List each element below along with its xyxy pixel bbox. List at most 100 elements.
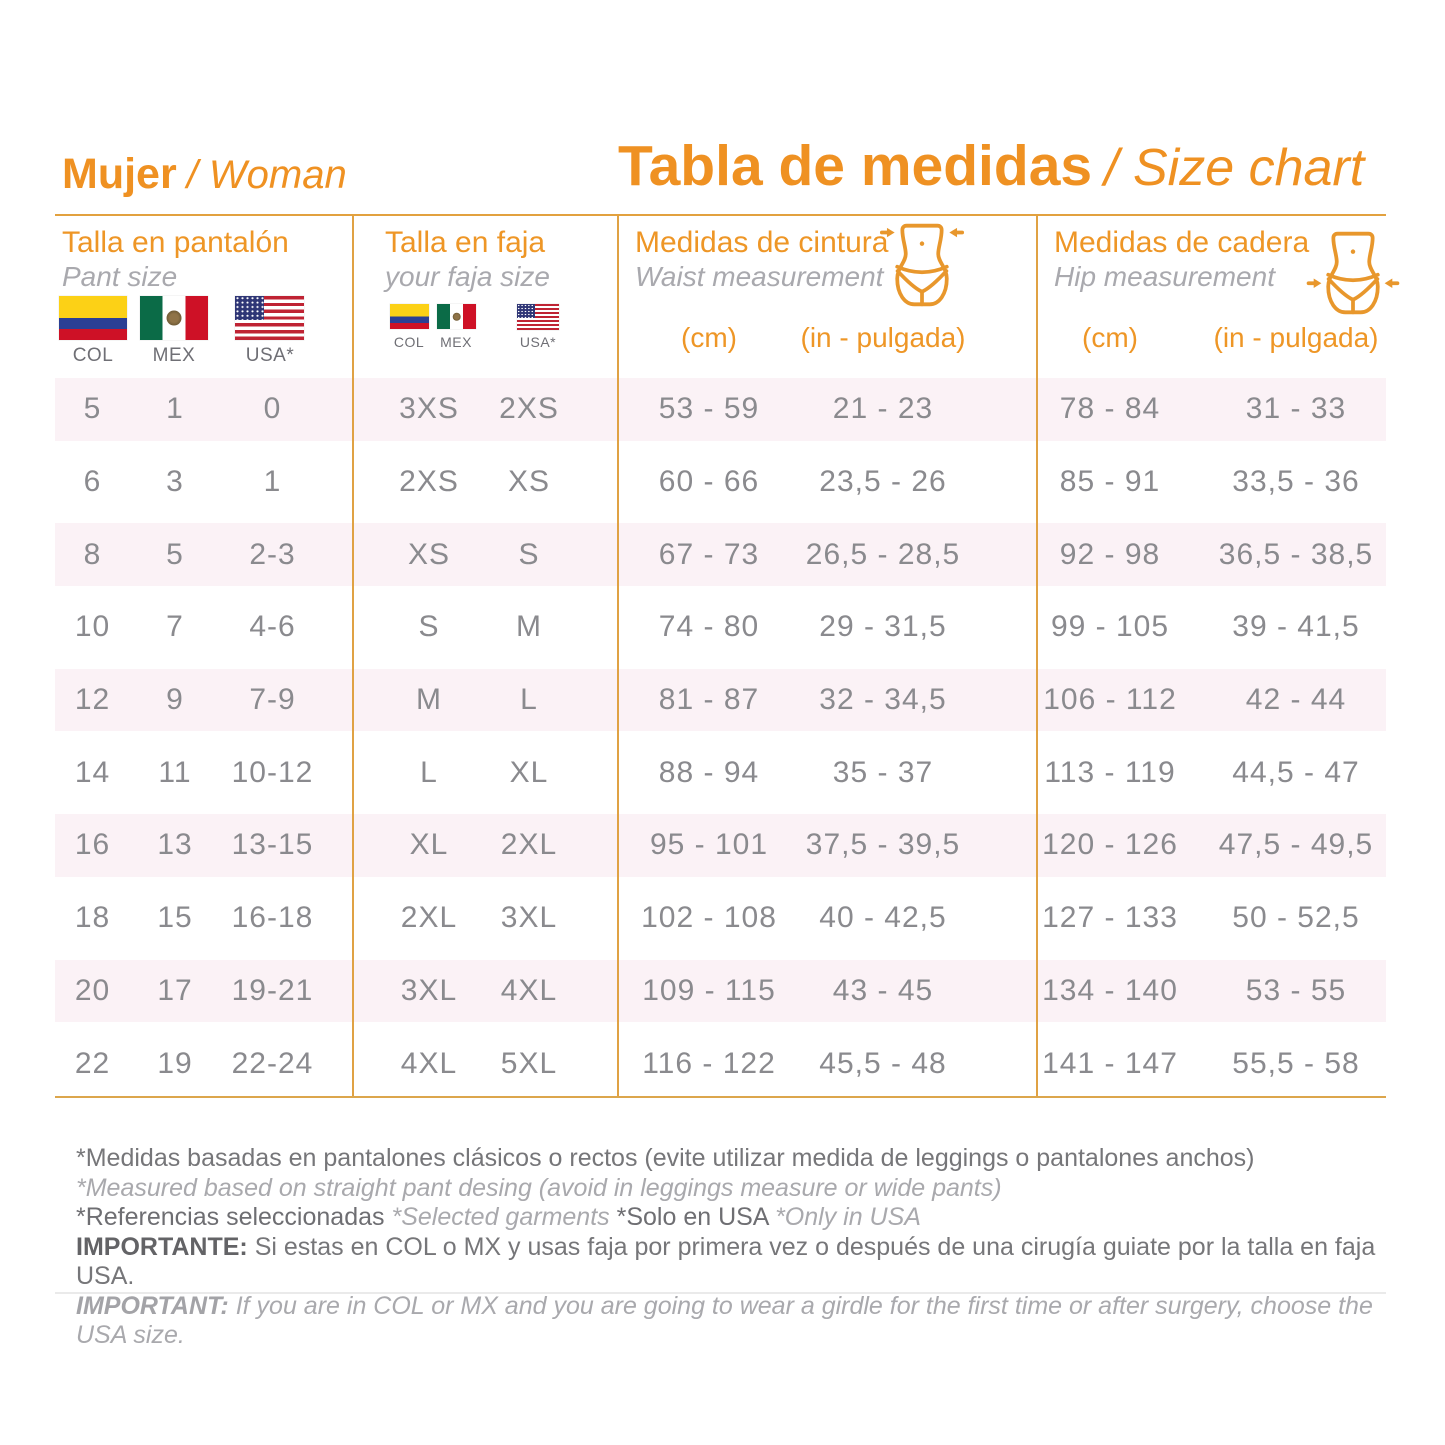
row-group: 109 - 115 43 - 45 xyxy=(617,955,1036,1028)
cell-pant-col: 18 xyxy=(74,901,111,935)
waist-measurement-icon xyxy=(879,223,965,307)
cell-waist-cm: 88 - 94 xyxy=(658,755,760,789)
table-row: 18 15 16-18 2XL 3XL 102 - 108 40 - 42,5 127 - 1… xyxy=(55,882,1386,955)
cell-faja-colmex: 2XL xyxy=(400,901,458,935)
cell-faja-usa: M xyxy=(516,610,542,644)
row-group: 18 15 16-18 xyxy=(55,882,352,955)
cell-waist-in: 26,5 - 28,5 xyxy=(805,537,961,571)
table-row: 16 13 13-15 XL 2XL 95 - 101 37,5 - 39,5 120 - 1… xyxy=(55,809,1386,882)
cell-faja-usa: S xyxy=(518,537,540,571)
footnotes: *Medidas basadas en pantalones clásicos … xyxy=(76,1144,1386,1351)
cell-waist-cm: 74 - 80 xyxy=(658,610,760,644)
waist-title-es: Medidas de cintura xyxy=(635,226,889,259)
colombia-flag-icon xyxy=(59,296,127,340)
column-divider xyxy=(352,216,354,1096)
cell-hip-cm: 78 - 84 xyxy=(1059,392,1161,426)
cell-hip-cm: 141 - 147 xyxy=(1042,1046,1178,1080)
note-references-en: *Selected garments xyxy=(391,1203,610,1231)
cell-waist-cm: 81 - 87 xyxy=(658,683,760,717)
cell-pant-usa: 13-15 xyxy=(231,828,314,862)
row-group: L XL xyxy=(352,736,617,809)
column-divider xyxy=(1036,216,1038,1096)
hip-unit-in: (in - pulgada) xyxy=(1213,322,1379,353)
cell-pant-usa: 22-24 xyxy=(231,1046,314,1080)
cell-faja-usa: XS xyxy=(507,465,551,499)
note-usa-only-en: *Only in USA xyxy=(775,1203,921,1231)
cell-pant-col: 16 xyxy=(74,828,111,862)
mexico-flag-icon xyxy=(140,296,208,340)
cell-faja-usa: 3XL xyxy=(500,901,558,935)
note-references-es: *Referencias seleccionadas xyxy=(76,1203,385,1231)
flag-label-col: COL xyxy=(72,345,114,366)
cell-pant-usa: 1 xyxy=(263,465,282,499)
cell-pant-usa: 7-9 xyxy=(249,683,296,717)
column-divider xyxy=(617,216,619,1096)
waist-title-en: Waist measurement xyxy=(635,261,884,292)
waist-unit-in: (in - pulgada) xyxy=(800,322,966,353)
cell-pant-col: 22 xyxy=(74,1046,111,1080)
cell-waist-cm: 67 - 73 xyxy=(658,537,760,571)
cell-waist-in: 29 - 31,5 xyxy=(819,610,947,644)
cell-hip-in: 53 - 55 xyxy=(1245,973,1347,1007)
row-group: 3XS 2XS xyxy=(352,373,617,446)
cell-hip-in: 42 - 44 xyxy=(1245,683,1347,717)
cell-waist-in: 32 - 34,5 xyxy=(819,683,947,717)
pant-size-title-en: Pant size xyxy=(62,261,178,292)
row-group: 10 7 4-6 xyxy=(55,591,352,664)
row-group: 120 - 126 47,5 - 49,5 xyxy=(1036,809,1386,882)
row-group: 106 - 112 42 - 44 xyxy=(1036,664,1386,737)
important-label-en: IMPORTANT: xyxy=(76,1291,229,1320)
cell-faja-colmex: S xyxy=(418,610,440,644)
page-title-es: Tabla de medidas xyxy=(618,134,1093,198)
page-title-en: / Size chart xyxy=(1104,139,1365,197)
cell-faja-colmex: L xyxy=(420,755,438,789)
row-group: 81 - 87 32 - 34,5 xyxy=(617,664,1036,737)
gender-title: Mujer / Woman xyxy=(62,150,347,199)
cell-waist-in: 35 - 37 xyxy=(832,755,934,789)
note-important-es: IMPORTANTE: Si estas en COL o MX y usas … xyxy=(76,1233,1386,1292)
cell-waist-cm: 109 - 115 xyxy=(642,973,776,1007)
row-group: 67 - 73 26,5 - 28,5 xyxy=(617,518,1036,591)
cell-hip-in: 47,5 - 49,5 xyxy=(1218,828,1374,862)
cell-pant-usa: 4-6 xyxy=(249,610,296,644)
hip-unit-cm: (cm) xyxy=(1082,322,1138,353)
cell-hip-cm: 92 - 98 xyxy=(1059,537,1161,571)
cell-hip-in: 36,5 - 38,5 xyxy=(1218,537,1374,571)
cell-waist-cm: 95 - 101 xyxy=(649,828,769,862)
row-group: 134 - 140 53 - 55 xyxy=(1036,955,1386,1028)
table-row: 14 11 10-12 L XL 88 - 94 35 - 37 113 - 119 44,5 … xyxy=(55,736,1386,809)
row-group: 16 13 13-15 xyxy=(55,809,352,882)
row-group: 14 11 10-12 xyxy=(55,736,352,809)
size-table: Talla en pantalón Pant size COL MEX USA*… xyxy=(55,214,1400,1100)
pant-size-title-es: Talla en pantalón xyxy=(62,226,289,259)
important-text-en: If you are in COL or MX and you are goin… xyxy=(76,1291,1373,1350)
cell-waist-cm: 60 - 66 xyxy=(658,465,760,499)
cell-waist-cm: 102 - 108 xyxy=(641,901,777,935)
cell-faja-usa: 2XL xyxy=(500,828,558,862)
cell-faja-colmex: XS xyxy=(407,537,451,571)
row-group: 5 1 0 xyxy=(55,373,352,446)
cell-pant-col: 6 xyxy=(83,465,102,499)
column-header-waist: Medidas de cintura Waist measurement (cm… xyxy=(617,216,1036,373)
gender-title-en: / Woman xyxy=(186,153,347,197)
cell-hip-cm: 85 - 91 xyxy=(1059,465,1161,499)
flag-label-col: COL xyxy=(393,334,425,350)
row-group: 113 - 119 44,5 - 47 xyxy=(1036,736,1386,809)
page-title: Tabla de medidas / Size chart xyxy=(618,133,1364,199)
row-group: 116 - 122 45,5 - 48 xyxy=(617,1027,1036,1100)
faja-size-title-en: your faja size xyxy=(385,261,550,292)
cell-pant-mex: 15 xyxy=(157,901,193,935)
cell-waist-in: 45,5 - 48 xyxy=(819,1046,947,1080)
row-group: 2XS XS xyxy=(352,446,617,519)
cell-hip-cm: 127 - 133 xyxy=(1042,901,1178,935)
cell-faja-colmex: XL xyxy=(409,828,449,862)
important-label-es: IMPORTANTE: xyxy=(76,1232,248,1261)
cell-pant-usa: 10-12 xyxy=(231,755,314,789)
cell-pant-col: 10 xyxy=(74,610,111,644)
cell-faja-usa: 4XL xyxy=(500,973,558,1007)
cell-pant-col: 5 xyxy=(83,392,102,426)
colombia-flag-icon xyxy=(390,304,429,329)
hip-title-en: Hip measurement xyxy=(1054,261,1275,292)
